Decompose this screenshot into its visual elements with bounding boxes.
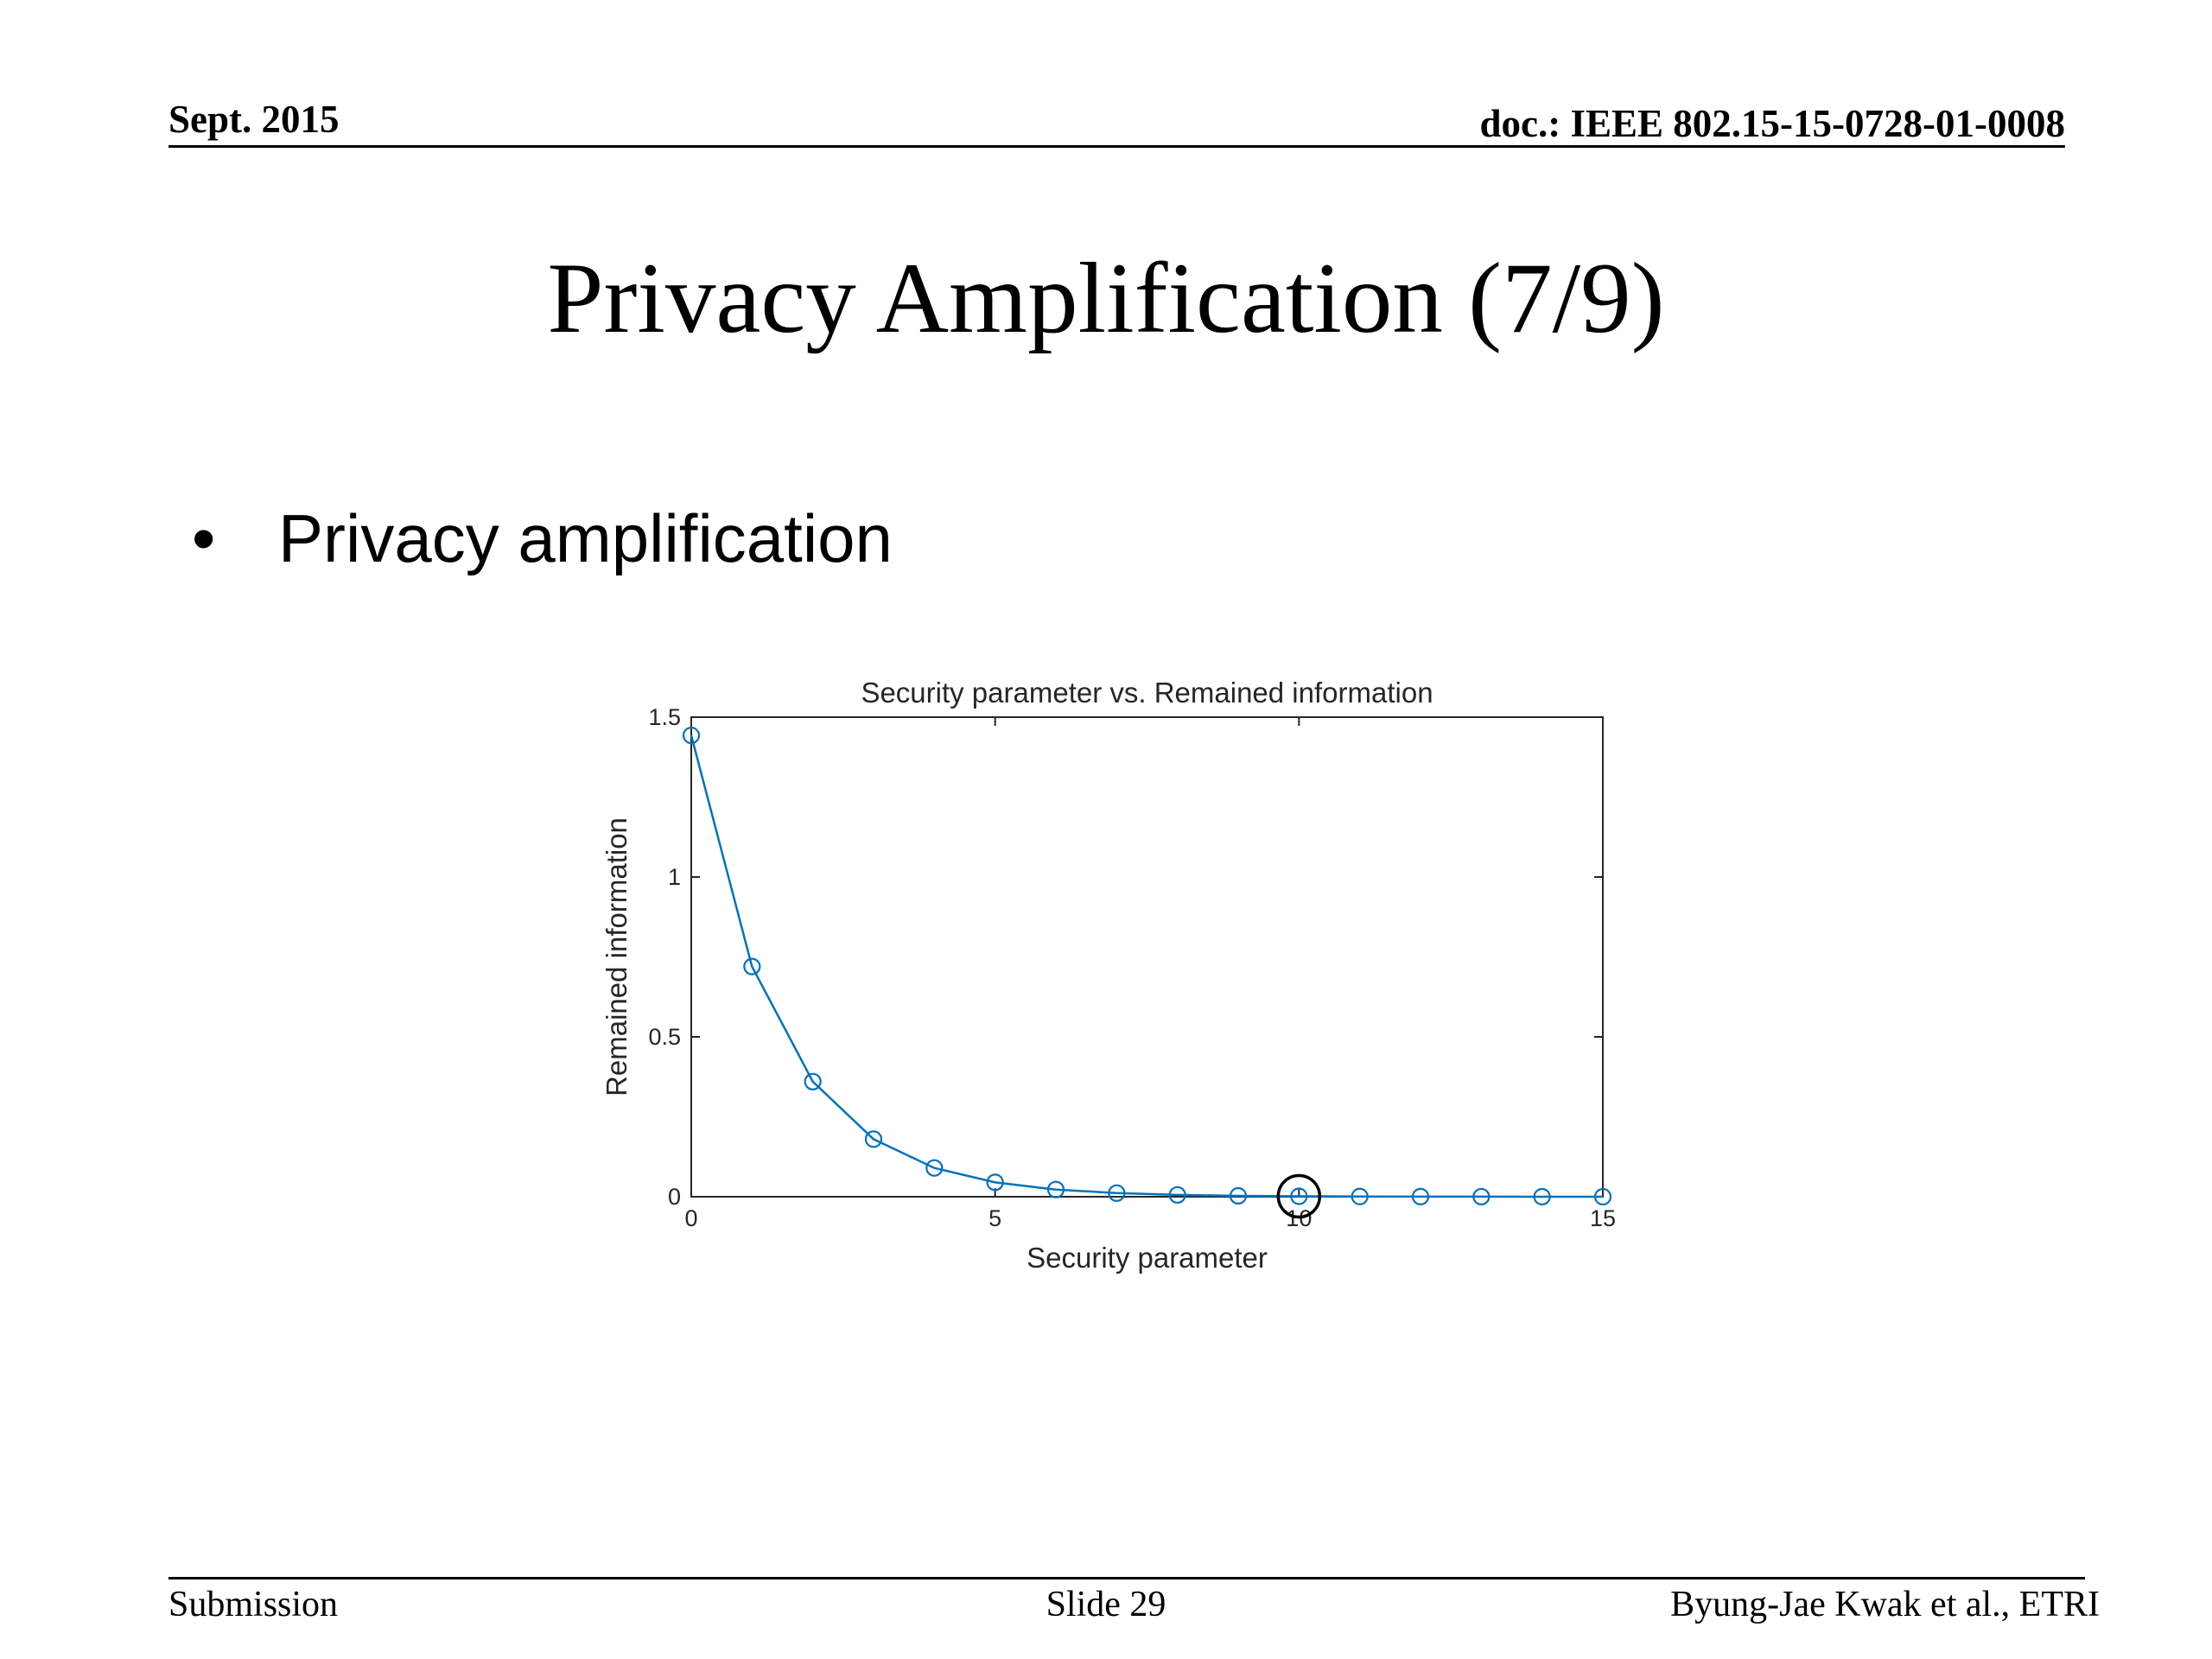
data-point: [1108, 1184, 1126, 1202]
chart-container: 0 5 10 15 0 0.5 1 1.5 Security parameter vs. Rem…: [588, 665, 1642, 1529]
data-point: [1593, 1187, 1612, 1206]
data-point: [1168, 1185, 1186, 1205]
series-line: [690, 734, 1603, 1198]
data-point: [1472, 1187, 1491, 1206]
footer-submission: Submission: [168, 1585, 339, 1624]
data-point: [1229, 1186, 1248, 1205]
data-point: [1351, 1187, 1369, 1205]
data-point: [1533, 1187, 1551, 1206]
footer-slide-number: Slide 29: [1046, 1585, 1166, 1624]
x-tick-label: 5: [988, 1205, 1001, 1231]
x-tick-label: 15: [1590, 1205, 1616, 1231]
data-point: [1290, 1187, 1308, 1205]
footer-divider: [168, 1577, 2085, 1580]
x-tick-label: 0: [684, 1205, 697, 1231]
footer-authors: Byung-Jae Kwak et al., ETRI: [1670, 1585, 2100, 1624]
y-tick-label: 1: [668, 864, 681, 890]
plot-area-frame: [690, 716, 1604, 1198]
data-point: [682, 726, 701, 745]
data-point: [864, 1130, 883, 1148]
header-divider: [168, 145, 2065, 148]
data-point: [743, 957, 761, 976]
slide-title: Privacy Amplification (7/9): [547, 243, 1665, 354]
data-point: [804, 1072, 822, 1090]
data-point: [925, 1159, 944, 1177]
header-date: Sept. 2015: [168, 98, 340, 141]
y-tick-label: 0.5: [648, 1024, 681, 1050]
x-axis-label: Security parameter: [1027, 1242, 1268, 1274]
highlight-circle-annotation: [1276, 1173, 1322, 1219]
bullet-icon: •: [192, 500, 216, 576]
bullet-item: • Privacy amplification: [192, 499, 893, 578]
chart-title: Security parameter vs. Remained informat…: [861, 677, 1433, 709]
y-tick-label: 0: [668, 1184, 681, 1210]
y-axis-label: Remained information: [601, 817, 632, 1096]
data-point: [986, 1173, 1004, 1192]
y-tick-label: 1.5: [648, 704, 681, 730]
header-doc-id: doc.: IEEE 802.15-15-0728-01-0008: [1479, 102, 2065, 145]
data-point: [1411, 1187, 1430, 1205]
data-point: [1046, 1180, 1065, 1198]
bullet-text: Privacy amplification: [278, 500, 893, 576]
